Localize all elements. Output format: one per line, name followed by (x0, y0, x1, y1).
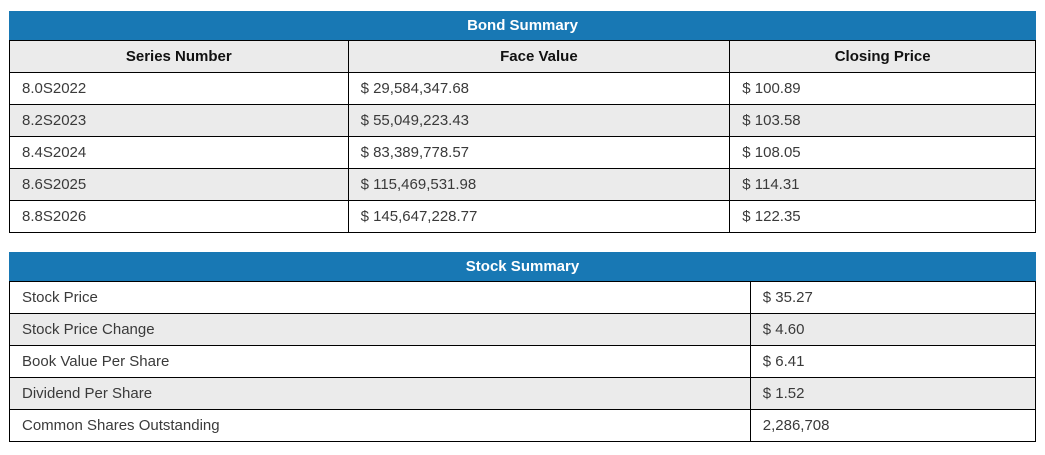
bond-summary-body: 8.0S2022 $ 29,584,347.68 $ 100.89 8.2S2023 $… (9, 72, 1036, 233)
face-value-cell: $ 55,049,223.43 (347, 104, 731, 137)
metric-value-cell: 2,286,708 (749, 409, 1037, 442)
series-number-cell: 8.4S2024 (9, 136, 349, 169)
table-row: 8.6S2025 $ 115,469,531.98 $ 114.31 (9, 168, 1036, 201)
bond-summary-header-row: Series Number Face Value Closing Price (9, 40, 1036, 73)
metric-label-cell: Common Shares Outstanding (9, 409, 751, 442)
series-number-cell: 8.2S2023 (9, 104, 349, 137)
closing-price-cell: $ 108.05 (729, 136, 1036, 169)
closing-price-cell: $ 122.35 (729, 200, 1036, 233)
table-row: Stock Price Change $ 4.60 (9, 313, 1037, 346)
stock-summary-title: Stock Summary (9, 252, 1036, 281)
series-number-cell: 8.6S2025 (9, 168, 349, 201)
table-row: 8.8S2026 $ 145,647,228.77 $ 122.35 (9, 200, 1036, 233)
column-header-face-value: Face Value (347, 40, 731, 73)
bond-summary-table: Series Number Face Value Closing Price 8… (9, 40, 1036, 233)
stock-summary-section: Stock Summary Stock Price $ 35.27 Stock Pr… (9, 252, 1037, 442)
table-row: 8.0S2022 $ 29,584,347.68 $ 100.89 (9, 72, 1036, 105)
metric-label-cell: Stock Price Change (9, 313, 751, 346)
face-value-cell: $ 29,584,347.68 (347, 72, 731, 105)
face-value-cell: $ 145,647,228.77 (347, 200, 731, 233)
closing-price-cell: $ 103.58 (729, 104, 1036, 137)
table-row: Common Shares Outstanding 2,286,708 (9, 409, 1037, 442)
metric-value-cell: $ 6.41 (749, 345, 1037, 378)
table-row: 8.2S2023 $ 55,049,223.43 $ 103.58 (9, 104, 1036, 137)
face-value-cell: $ 83,389,778.57 (347, 136, 731, 169)
series-number-cell: 8.0S2022 (9, 72, 349, 105)
metric-label-cell: Stock Price (9, 281, 751, 314)
column-header-series-number: Series Number (9, 40, 349, 73)
closing-price-cell: $ 114.31 (729, 168, 1036, 201)
table-row: Stock Price $ 35.27 (9, 281, 1037, 314)
metric-label-cell: Dividend Per Share (9, 377, 751, 410)
metric-value-cell: $ 1.52 (749, 377, 1037, 410)
table-row: 8.4S2024 $ 83,389,778.57 $ 108.05 (9, 136, 1036, 169)
face-value-cell: $ 115,469,531.98 (347, 168, 731, 201)
stock-summary-table: Stock Price $ 35.27 Stock Price Change $ 4.… (9, 281, 1037, 442)
table-row: Dividend Per Share $ 1.52 (9, 377, 1037, 410)
metric-value-cell: $ 4.60 (749, 313, 1037, 346)
metric-value-cell: $ 35.27 (749, 281, 1037, 314)
column-header-closing-price: Closing Price (729, 40, 1036, 73)
metric-label-cell: Book Value Per Share (9, 345, 751, 378)
closing-price-cell: $ 100.89 (729, 72, 1036, 105)
page: Bond Summary Series Number Face Value Cl… (9, 11, 1037, 442)
series-number-cell: 8.8S2026 (9, 200, 349, 233)
bond-summary-section: Bond Summary Series Number Face Value Cl… (9, 11, 1036, 233)
stock-summary-body: Stock Price $ 35.27 Stock Price Change $ 4.… (9, 281, 1037, 442)
table-row: Book Value Per Share $ 6.41 (9, 345, 1037, 378)
bond-summary-title: Bond Summary (9, 11, 1036, 40)
